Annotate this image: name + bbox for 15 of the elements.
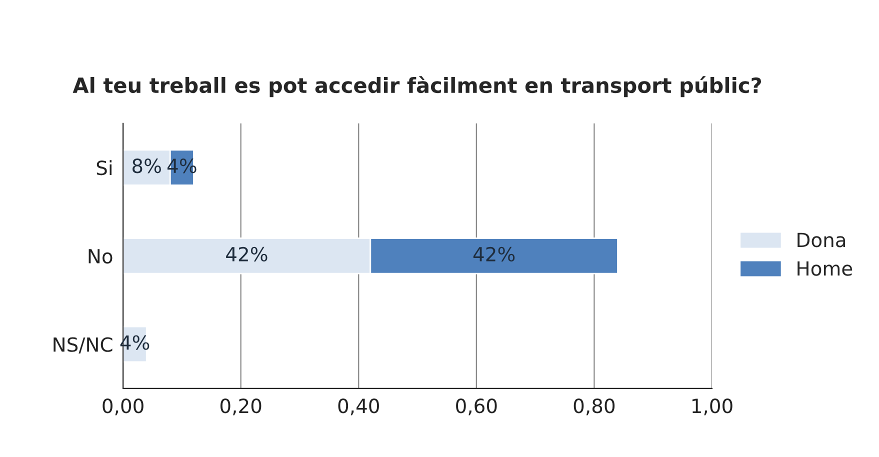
y-tick-label: NS/NC	[54, 337, 112, 354]
data-label: 42%	[226, 246, 268, 262]
x-tick-label: 0,20	[220, 398, 262, 416]
data-label: 8%	[132, 158, 161, 174]
x-tick-label: 0,40	[338, 398, 379, 416]
x-tick-label: 0,80	[574, 398, 615, 416]
x-tick-label: 1,00	[692, 398, 732, 416]
data-label: 42%	[473, 246, 515, 262]
y-tick-label: Si	[96, 160, 112, 176]
legend-label: Dona	[798, 232, 846, 248]
x-tick-label: 0,00	[102, 398, 144, 416]
legend-label: Home	[798, 261, 852, 276]
chart-title: Al teu treball es pot accedir fàcilment en transport públic?	[72, 76, 762, 98]
x-tick-label: 0,60	[456, 398, 497, 416]
y-tick-label: No	[88, 249, 112, 264]
